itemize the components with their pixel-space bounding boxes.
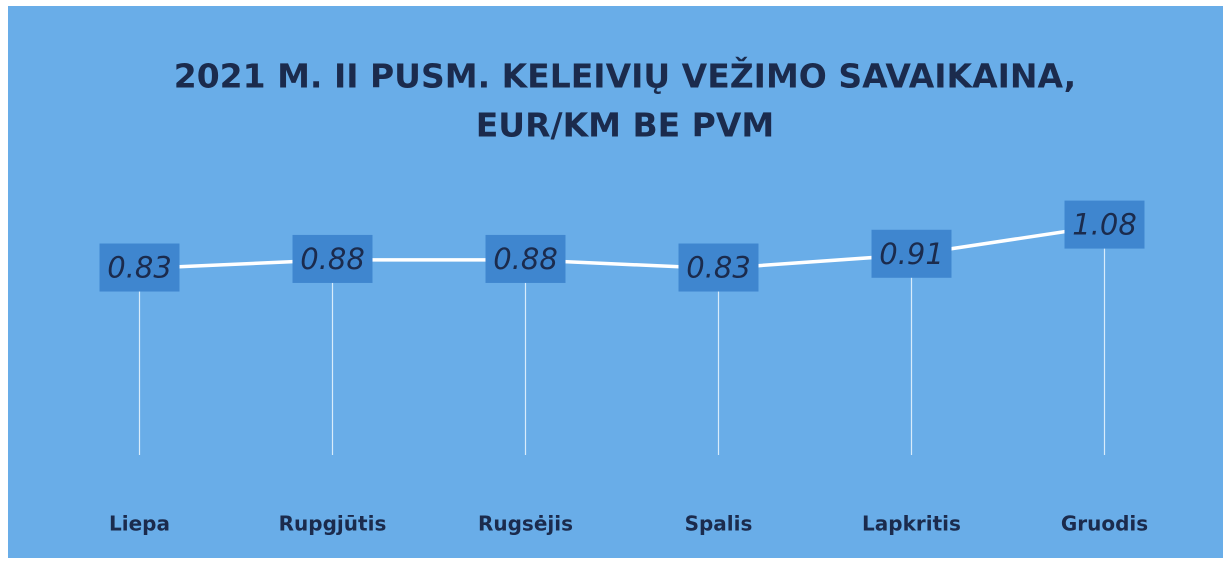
data-label: 0.88 [300,242,365,276]
data-label-box [1064,200,1145,249]
data-label: 0.83 [686,251,751,285]
data-label-box [292,234,373,283]
data-label: 0.83 [107,251,172,285]
x-tick-label: Gruodis [1061,512,1148,536]
data-label-box [99,243,180,292]
chart-background [8,6,1223,558]
x-tick-label: Rupgjūtis [279,512,387,536]
x-tick-label: Rugsėjis [478,512,573,536]
data-label: 0.88 [493,242,558,276]
data-label: 1.08 [1072,208,1137,242]
data-label-box [871,229,952,278]
x-tick-label: Spalis [685,512,753,536]
x-tick-label: Liepa [109,512,170,536]
chart-title: 2021 M. II PUSM. KELEIVIŲ VEŽIMO SAVAIKA… [174,56,1076,96]
x-tick-label: Lapkritis [862,512,961,536]
data-label-box [678,243,759,292]
data-label-box [485,234,566,283]
chart-title: EUR/KM BE PVM [476,106,774,145]
data-label: 0.91 [879,237,944,271]
